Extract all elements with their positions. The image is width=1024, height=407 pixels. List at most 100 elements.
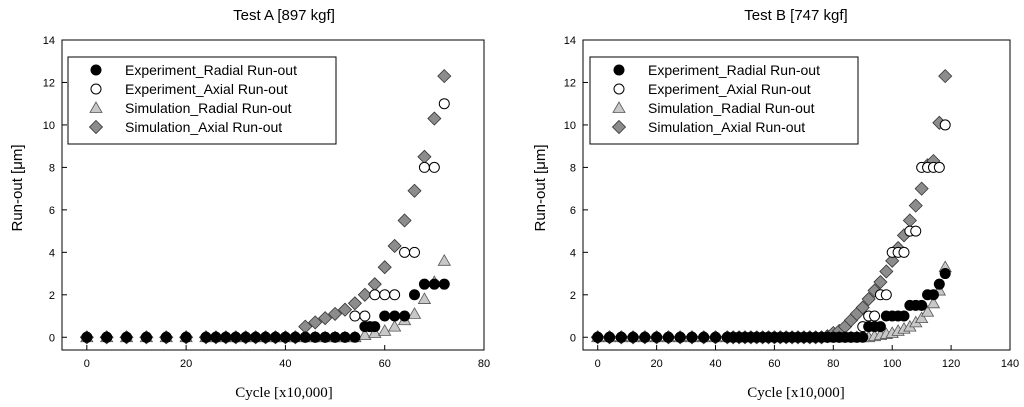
data-point — [408, 246, 420, 258]
data-point — [639, 331, 651, 343]
data-point — [387, 238, 402, 254]
data-point — [299, 331, 311, 343]
data-point — [349, 331, 361, 343]
chart-a-legend-label-3: Simulation_Radial Run-out — [125, 100, 292, 116]
data-point — [939, 268, 951, 280]
data-point — [592, 331, 604, 343]
data-point — [908, 198, 923, 213]
data-point — [308, 315, 323, 330]
chart-b-legend-markers — [611, 64, 627, 135]
data-point — [920, 304, 935, 317]
data-point — [337, 302, 353, 317]
legend-marker-2 — [613, 83, 625, 95]
data-point — [427, 111, 442, 126]
chart-b-xlabel: Cycle [x10,000] — [747, 385, 844, 401]
data-point — [140, 331, 152, 343]
chart-b-legend-label-4: Simulation_Axial Run-out — [648, 119, 805, 135]
legend-marker-4 — [88, 119, 104, 135]
data-point — [910, 225, 922, 237]
data-point — [885, 253, 900, 268]
chart-b-legend-label-2: Experiment_Axial Run-out — [648, 81, 811, 97]
chart-b-legend-label-3: Simulation_Radial Run-out — [648, 100, 815, 116]
data-point — [160, 331, 172, 343]
legend-marker-4 — [611, 119, 627, 135]
data-point — [389, 310, 401, 322]
legend-marker-3 — [89, 101, 103, 113]
chart-a-legend-label-4: Simulation_Axial Run-out — [125, 119, 282, 135]
data-point — [662, 331, 674, 343]
data-point — [898, 310, 910, 322]
data-point — [874, 321, 886, 333]
data-point — [378, 324, 392, 336]
ytick-label: 4 — [49, 247, 55, 259]
data-point — [240, 331, 252, 343]
data-point — [101, 331, 113, 343]
xtick-label: 0 — [595, 358, 601, 370]
chart-a: Test A [897 kgf] Run-out [μm] Cycle [x10… — [9, 7, 490, 401]
legend-marker-2 — [90, 83, 102, 95]
data-point — [418, 161, 430, 173]
xtick-label: 80 — [827, 358, 839, 370]
ytick-label: 8 — [570, 162, 576, 174]
data-point — [428, 161, 440, 173]
data-point — [417, 149, 432, 164]
data-point — [180, 331, 192, 343]
data-point — [855, 300, 870, 315]
ytick-label: 12 — [43, 77, 55, 89]
chart-b: Test B [747 kgf] Run-out [μm] Cycle [x10… — [532, 7, 1019, 401]
data-point — [933, 161, 945, 173]
data-point — [407, 307, 422, 319]
ytick-label: 6 — [49, 205, 55, 217]
data-point — [309, 331, 321, 343]
data-point — [437, 69, 452, 84]
data-point — [898, 246, 910, 258]
data-point — [938, 69, 953, 84]
data-point — [327, 306, 343, 321]
xtick-label: 140 — [1001, 358, 1019, 370]
chart-b-legend: Experiment_Radial Run-out Experiment_Axi… — [589, 56, 859, 145]
data-point — [379, 310, 391, 322]
data-point — [674, 331, 686, 343]
legend-marker-1 — [90, 64, 102, 76]
ytick-label: 12 — [564, 77, 576, 89]
ytick-label: 14 — [564, 35, 576, 47]
data-point — [651, 331, 663, 343]
xtick-label: 0 — [84, 358, 90, 370]
data-point — [615, 331, 627, 343]
data-point — [902, 213, 917, 228]
data-point — [210, 331, 222, 343]
data-point — [880, 289, 892, 301]
data-point — [407, 183, 422, 198]
ytick-label: 2 — [570, 290, 576, 302]
data-point — [399, 310, 411, 322]
ytick-label: 10 — [564, 120, 576, 132]
chart-a-yaxis: 0 2 4 6 8 10 12 14 — [43, 35, 67, 344]
data-point — [861, 291, 876, 307]
data-point — [319, 331, 331, 343]
data-point — [339, 331, 351, 343]
data-point — [357, 287, 372, 302]
data-point — [81, 331, 93, 343]
ytick-label: 0 — [49, 332, 55, 344]
data-point — [879, 264, 894, 279]
chart-a-title: Test A [897 kgf] — [233, 7, 335, 24]
data-point — [686, 331, 698, 343]
chart-b-xaxis: 0 20 40 60 80 100 120 140 — [595, 345, 1019, 370]
xtick-label: 120 — [942, 358, 960, 370]
legend-marker-1 — [613, 64, 625, 76]
data-point — [437, 254, 451, 266]
data-point — [418, 278, 430, 290]
data-point — [220, 331, 232, 343]
xtick-label: 100 — [883, 358, 901, 370]
data-point — [857, 331, 869, 343]
xtick-label: 60 — [379, 358, 391, 370]
chart-a-legend-label-2: Experiment_Axial Run-out — [125, 81, 288, 97]
xtick-label: 20 — [180, 358, 192, 370]
data-point — [627, 331, 639, 343]
data-point — [359, 310, 371, 322]
xtick-label: 40 — [709, 358, 721, 370]
data-point — [368, 326, 382, 338]
chart-b-yaxis: 0 2 4 6 8 10 12 14 — [564, 35, 588, 344]
data-point — [329, 331, 341, 343]
